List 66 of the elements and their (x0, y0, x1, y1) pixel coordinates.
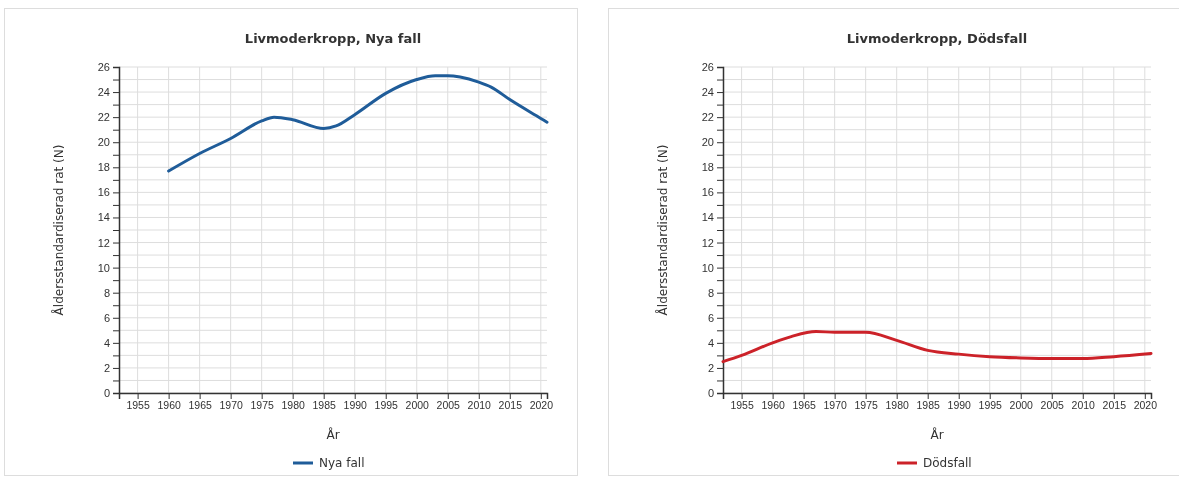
x-tick-label: 2015 (498, 399, 523, 412)
y-tick-label: 26 (97, 61, 110, 74)
chart-title: Livmoderkropp, Dödsfall (846, 31, 1028, 46)
y-tick-label: 12 (701, 236, 714, 249)
y-tick-label: 8 (707, 286, 714, 299)
x-tick-label: 1960 (157, 399, 181, 412)
chart-title: Livmoderkropp, Nya fall (244, 31, 422, 46)
x-axis-title: År (930, 427, 944, 442)
y-tick-label: 20 (97, 136, 110, 149)
y-tick-label: 8 (103, 286, 110, 299)
y-tick-label: 14 (701, 211, 714, 224)
x-tick-label: 1990 (343, 399, 368, 412)
y-tick-label: 16 (701, 186, 714, 199)
y-tick-label: 2 (707, 361, 714, 374)
y-tick-label: 4 (707, 336, 714, 349)
legend-label: Dödsfall (923, 456, 972, 470)
y-tick-label: 0 (707, 387, 714, 400)
y-tick-label: 0 (103, 387, 110, 400)
y-tick-label: 16 (97, 186, 110, 199)
x-tick-label: 2000 (1009, 399, 1034, 412)
x-tick-label: 1955 (730, 399, 754, 412)
y-axis-title: Åldersstandardiserad rat (N) (51, 144, 66, 316)
x-tick-label: 1985 (312, 399, 337, 412)
line-series (721, 330, 1153, 364)
y-tick-label: 18 (701, 161, 714, 174)
x-tick-label: 2015 (1102, 399, 1127, 412)
x-tick-label: 1995 (374, 399, 399, 412)
x-tick-label: 2010 (467, 399, 492, 412)
x-tick-label: 1960 (761, 399, 785, 412)
y-tick-label: 22 (701, 111, 714, 124)
x-tick-label: 1955 (126, 399, 150, 412)
y-tick-label: 2 (103, 361, 110, 374)
x-axis-title: År (326, 427, 340, 442)
x-tick-label: 2005 (1040, 399, 1065, 412)
y-tick-label: 18 (97, 161, 110, 174)
x-tick-label: 2010 (1071, 399, 1096, 412)
y-tick-label: 12 (97, 236, 110, 249)
x-tick-label: 1965 (188, 399, 212, 412)
y-axis-title: Åldersstandardiserad rat (N) (655, 144, 670, 316)
y-tick-label: 24 (701, 86, 714, 99)
x-tick-label: 1975 (250, 399, 275, 412)
x-tick-label: 2020 (529, 399, 554, 412)
legend-label: Nya fall (319, 456, 365, 470)
line-series (167, 74, 549, 173)
y-tick-label: 6 (103, 311, 110, 324)
x-tick-label: 1970 (219, 399, 243, 412)
y-tick-label: 4 (103, 336, 110, 349)
y-tick-label: 10 (701, 261, 714, 274)
x-tick-label: 1980 (281, 399, 306, 412)
y-tick-label: 20 (701, 136, 714, 149)
x-tick-label: 2020 (1133, 399, 1158, 412)
x-tick-label: 1990 (947, 399, 972, 412)
x-tick-label: 1995 (978, 399, 1003, 412)
y-tick-label: 22 (97, 111, 110, 124)
x-tick-label: 2000 (405, 399, 430, 412)
x-tick-label: 1980 (885, 399, 910, 412)
x-tick-label: 1965 (792, 399, 816, 412)
x-tick-label: 2005 (436, 399, 461, 412)
y-tick-label: 26 (701, 61, 714, 74)
x-tick-label: 1975 (854, 399, 879, 412)
x-tick-label: 1970 (823, 399, 847, 412)
y-tick-label: 24 (97, 86, 110, 99)
y-tick-label: 14 (97, 211, 110, 224)
x-tick-label: 1985 (916, 399, 941, 412)
y-tick-label: 6 (707, 311, 714, 324)
y-tick-label: 10 (97, 261, 110, 274)
